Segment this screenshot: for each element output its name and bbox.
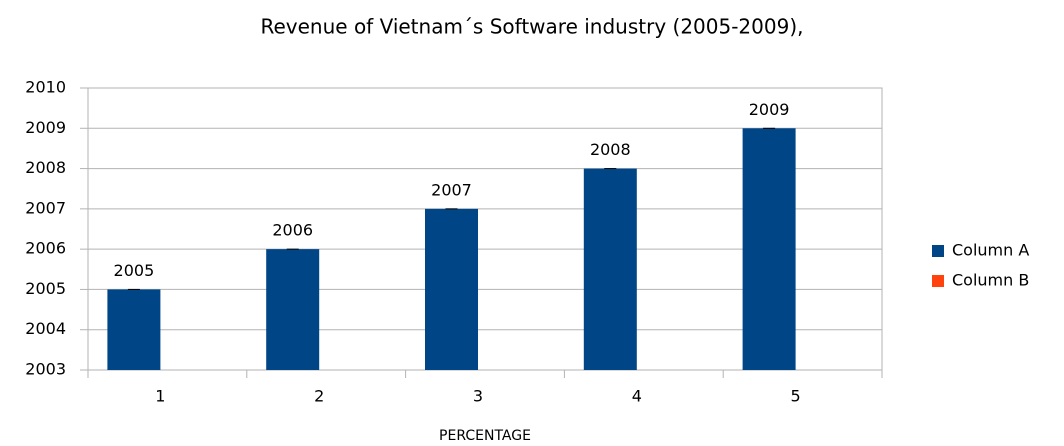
legend-swatch [932, 275, 944, 287]
data-label: 2008 [590, 140, 631, 159]
bar [107, 289, 161, 370]
y-tick-label: 2010 [25, 78, 66, 97]
x-tick-label: 3 [473, 387, 483, 406]
bar [742, 128, 796, 370]
x-tick-label: 2 [314, 387, 324, 406]
legend-label: Column B [952, 271, 1029, 290]
x-tick-label: 5 [791, 387, 801, 406]
y-tick-label: 2008 [25, 158, 66, 177]
bar [583, 168, 637, 370]
y-tick-label: 2004 [25, 319, 66, 338]
data-label: 2007 [431, 180, 472, 199]
plot-border [87, 87, 883, 371]
x-tick-label: 1 [155, 387, 165, 406]
legend-label: Column A [952, 241, 1029, 260]
data-label: 2005 [114, 261, 155, 280]
x-axis-label: PERCENTAGE [439, 428, 531, 444]
data-label: 2006 [272, 221, 313, 240]
y-tick-label: 2007 [25, 198, 66, 217]
y-tick-label: 2005 [25, 279, 66, 298]
chart-title: Revenue of Vietnam´s Software industry (… [260, 15, 803, 39]
y-tick-label: 2003 [25, 360, 66, 379]
bar [425, 208, 478, 370]
y-tick-label: 2006 [25, 239, 66, 258]
legend-swatch [932, 245, 944, 257]
y-tick-label: 2009 [25, 118, 66, 137]
data-label: 2009 [749, 100, 790, 119]
x-tick-label: 4 [632, 387, 642, 406]
bar [266, 249, 320, 370]
